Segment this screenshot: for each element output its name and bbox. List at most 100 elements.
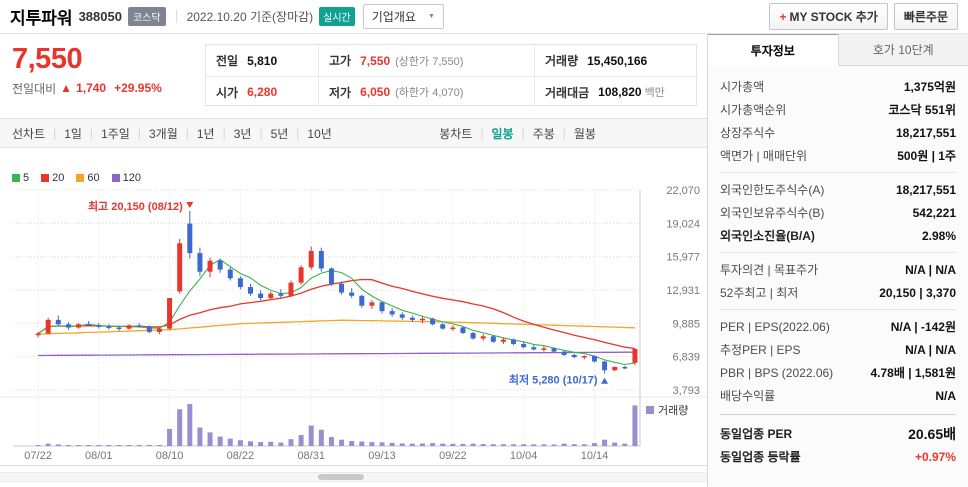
- chart-type-line[interactable]: 선차트: [12, 126, 46, 141]
- open-price-cell: 시가 6,280: [206, 76, 318, 107]
- info-row-label: 추정PER | EPS: [720, 343, 801, 357]
- lower-limit-note: (하한가 4,070): [395, 87, 464, 99]
- period-1일[interactable]: 1일: [64, 126, 82, 141]
- info-row: 시가총액 1,375억원: [720, 75, 956, 98]
- stock-chart-area: 22,070 19,024 15,977 12,931 9,885 6,839 3,793 0…: [0, 148, 708, 466]
- tab-investment-info[interactable]: 투자정보: [708, 34, 838, 66]
- info-row-label: 동일업종 등락률: [720, 450, 801, 464]
- quick-order-button[interactable]: 빠른주문: [893, 3, 958, 30]
- info-row-value: 542,221: [912, 205, 956, 220]
- volume-legend: 거래량: [646, 402, 688, 418]
- info-row-label: 액면가 | 매매단위: [720, 149, 808, 163]
- low-price-cell: 저가 6,050 (하한가 4,070): [318, 76, 534, 107]
- toolbar-separator: |: [296, 126, 300, 140]
- chevron-down-icon: ▼: [427, 13, 435, 20]
- up-arrow-icon: ▲: [60, 81, 73, 96]
- info-row-value: 4.78배 | 1,581원: [870, 366, 957, 380]
- low-price-label: 저가: [329, 85, 352, 100]
- stock-code: 388050: [78, 9, 122, 24]
- quote-date: 2022.10.20 기준(장마감): [186, 10, 314, 24]
- chart-scrollbar-thumb[interactable]: [318, 474, 364, 480]
- company-overview-dropdown[interactable]: 기업개요 ▼: [362, 4, 444, 29]
- period-3개월[interactable]: 3개월: [148, 126, 178, 141]
- trade-amount-cell: 거래대금 108,820 백만: [534, 76, 698, 107]
- info-row-label: 시가총액: [720, 80, 765, 94]
- divider: [720, 172, 956, 173]
- info-row-label: 동일업종 PER: [720, 427, 793, 441]
- prev-close-cell: 전일 5,810: [206, 45, 318, 76]
- period-1주일[interactable]: 1주일: [101, 126, 130, 141]
- trade-amount-label: 거래대금: [545, 85, 590, 100]
- candle-type-월봉[interactable]: 월봉: [573, 126, 596, 141]
- chart-type-candle[interactable]: 봉차트: [439, 126, 473, 141]
- info-row: 외국인소진율(B/A) 2.98%: [720, 224, 956, 247]
- period-5년[interactable]: 5년: [270, 126, 289, 141]
- realtime-badge: 실시간: [319, 7, 355, 26]
- price-change-line: 전일대비 ▲ 1,740 +29.95%: [12, 80, 162, 97]
- ma-legend: 5 20 60 120: [12, 172, 141, 184]
- info-row-value: N/A: [935, 388, 956, 403]
- info-row-label: PBR | BPS (2022.06): [720, 365, 834, 380]
- period-1년[interactable]: 1년: [196, 126, 215, 141]
- info-row-value: 18,217,551: [895, 125, 956, 140]
- svg-text:10/04: 10/04: [510, 450, 538, 462]
- toolbar-separator: |: [185, 126, 189, 140]
- svg-text:9,885: 9,885: [672, 318, 700, 330]
- tab-orderbook-10[interactable]: 호가 10단계: [837, 34, 968, 65]
- info-row: 액면가 | 매매단위 500원 | 1주: [720, 144, 956, 167]
- chart-scrollbar[interactable]: [0, 472, 708, 482]
- svg-text:3,793: 3,793: [672, 385, 700, 397]
- page-header: 지투파워 388050 코스닥 2022.10.20 기준(장마감) 실시간 기…: [0, 0, 968, 34]
- info-row: 투자의견 | 목표주가 N/A | N/A: [720, 258, 956, 281]
- svg-text:08/10: 08/10: [156, 450, 184, 462]
- period-10년[interactable]: 10년: [307, 126, 332, 141]
- svg-text:08/22: 08/22: [227, 450, 255, 462]
- info-row-value: 코스닥 551위: [888, 103, 956, 117]
- divider: [720, 414, 956, 415]
- divider: [720, 309, 956, 310]
- candle-type-주봉[interactable]: 주봉: [532, 126, 555, 141]
- info-row-value: N/A | N/A: [905, 342, 956, 357]
- candle-type-일봉[interactable]: 일봉: [491, 126, 514, 141]
- investment-info-rows: 시가총액 1,375억원 시가총액순위 코스닥 551위 상장주식수 18,217,551…: [708, 66, 968, 468]
- info-row: 동일업종 PER 20.65배: [720, 422, 956, 445]
- investment-info-panel: 투자정보 호가 10단계 시가총액 1,375억원 시가총액순위 코스닥 551위 상장…: [707, 34, 968, 487]
- chart-period-group: 선차트 | 1일 | 1주일 | 3개월 | 1년 | 3년 | 5년 | 10년: [12, 125, 332, 142]
- current-price: 7,550: [12, 43, 83, 75]
- info-row-label: 외국인한도주식수(A): [720, 183, 825, 197]
- svg-text:09/13: 09/13: [368, 450, 396, 462]
- open-price-value: 6,280: [247, 85, 278, 99]
- candlestick-chart: 22,070 19,024 15,977 12,931 9,885 6,839 3,793 0…: [0, 185, 708, 462]
- info-row: 52주최고 | 최저 20,150 | 3,370: [720, 281, 956, 304]
- my-stock-add-label: MY STOCK 추가: [789, 10, 878, 24]
- high-price-value: 7,550: [360, 53, 391, 68]
- info-row: PER | EPS(2022.06) N/A | -142원: [720, 315, 956, 338]
- info-row: PBR | BPS (2022.06) 4.78배 | 1,581원: [720, 361, 956, 384]
- toolbar-separator: |: [259, 126, 263, 140]
- my-stock-add-button[interactable]: + MY STOCK 추가: [769, 3, 888, 30]
- svg-text:08/01: 08/01: [85, 450, 113, 462]
- volume-value: 15,450,166: [587, 53, 648, 68]
- svg-text:22,070: 22,070: [666, 185, 700, 197]
- ma-legend-item: 20: [41, 172, 64, 184]
- divider: [720, 252, 956, 253]
- info-row-label: 투자의견 | 목표주가: [720, 263, 819, 277]
- info-row: 추정PER | EPS N/A | N/A: [720, 338, 956, 361]
- toolbar-separator: |: [521, 126, 525, 140]
- prev-close-label: 전일: [216, 54, 239, 68]
- ma-legend-item: 5: [12, 172, 29, 184]
- volume-color-swatch: [646, 406, 654, 414]
- quick-order-label: 빠른주문: [903, 10, 948, 24]
- chart-toolbar: 선차트 | 1일 | 1주일 | 3개월 | 1년 | 3년 | 5년 | 10년 봉차트 | 일봉 | 주봉 | 월봉: [0, 118, 708, 148]
- legend-color-swatch: [111, 174, 120, 182]
- svg-text:최고 20,150 (08/12): 최고 20,150 (08/12): [88, 199, 183, 213]
- period-3년[interactable]: 3년: [233, 126, 252, 141]
- info-row: 시가총액순위 코스닥 551위: [720, 98, 956, 121]
- legend-color-swatch: [76, 174, 85, 182]
- toolbar-separator: |: [89, 126, 94, 140]
- upper-limit-note: (상한가 7,550): [395, 55, 464, 68]
- info-row-label: PER | EPS(2022.06): [720, 319, 830, 334]
- divider: [175, 10, 177, 23]
- info-row-label: 배당수익률: [720, 389, 776, 403]
- info-row: 배당수익률 N/A: [720, 384, 956, 407]
